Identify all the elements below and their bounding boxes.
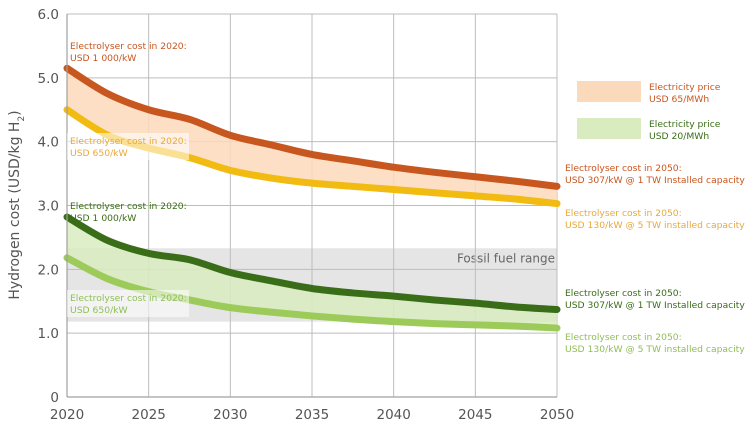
fossil-fuel-range-label: Fossil fuel range xyxy=(457,251,555,265)
annotation-lightgreen-2020-line2: USD 650/kW xyxy=(70,305,128,316)
legend-label-1-line1: Electricity price xyxy=(649,119,721,130)
annotation-yellow-2050-line1: Electrolyser cost in 2050: xyxy=(565,208,682,219)
annotation-yellow-2020-line2: USD 650/kW xyxy=(70,148,128,159)
annotation-darkgreen-2050-line2: USD 307/kW @ 1 TW Installed capacity xyxy=(565,300,745,311)
x-tick-label: 2045 xyxy=(458,407,492,423)
annotation-orange-2050-line2: USD 307/kW @ 1 TW Installed capacity xyxy=(565,175,745,186)
legend-label-1-line2: USD 20/MWh xyxy=(649,131,709,142)
annotation-backdrop xyxy=(67,133,189,160)
x-tick-label: 2040 xyxy=(376,407,410,423)
x-tick-label: 2020 xyxy=(50,407,84,423)
y-tick-label: 6.0 xyxy=(38,7,59,23)
y-tick-label: 2.0 xyxy=(38,262,59,278)
legend-label-0-line2: USD 65/MWh xyxy=(649,94,709,105)
annotation-darkgreen-2020-line1: Electrolyser cost in 2020: xyxy=(70,201,187,212)
annotation-yellow-2020-line1: Electrolyser cost in 2020: xyxy=(70,136,187,147)
y-tick-label: 5.0 xyxy=(38,71,59,87)
x-tick-label: 2035 xyxy=(295,407,329,423)
legend-swatch-1 xyxy=(577,118,641,139)
y-tick-label: 0 xyxy=(50,390,59,406)
y-axis-label: Hydrogen cost (USD/kg H2) xyxy=(7,110,27,299)
legend-swatch-0 xyxy=(577,81,641,102)
annotation-lightgreen-2020-line1: Electrolyser cost in 2020: xyxy=(70,293,187,304)
y-tick-label: 1.0 xyxy=(38,326,59,342)
y-tick-label: 3.0 xyxy=(38,199,59,215)
annotation-backdrop xyxy=(67,290,189,317)
annotation-darkgreen-2050-line1: Electrolyser cost in 2050: xyxy=(565,288,682,299)
y-tick-label: 4.0 xyxy=(38,135,59,151)
x-tick-label: 2030 xyxy=(213,407,247,423)
annotation-lightgreen-2050-line2: USD 130/kW @ 5 TW installed capacity xyxy=(565,344,745,355)
annotation-yellow-2050-line2: USD 130/kW @ 5 TW installed capacity xyxy=(565,220,745,231)
annotation-orange-2050-line1: Electrolyser cost in 2050: xyxy=(565,163,682,174)
x-tick-label: 2025 xyxy=(131,407,165,423)
annotation-lightgreen-2050-line1: Electrolyser cost in 2050: xyxy=(565,332,682,343)
legend-label-0-line1: Electricity price xyxy=(649,82,721,93)
annotation-orange-2020-line1: Electrolyser cost in 2020: xyxy=(70,41,187,52)
x-tick-label: 2050 xyxy=(540,407,574,423)
annotation-orange-2020-line2: USD 1 000/kW xyxy=(70,53,136,64)
annotation-darkgreen-2020-line2: USD 1 000/kW xyxy=(70,213,136,224)
